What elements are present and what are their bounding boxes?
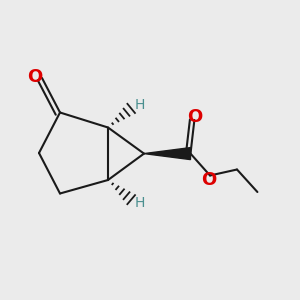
Polygon shape: [144, 148, 190, 160]
Text: O: O: [27, 68, 42, 85]
Text: H: H: [135, 196, 145, 210]
Text: O: O: [201, 171, 216, 189]
Text: H: H: [135, 98, 145, 112]
Text: O: O: [187, 108, 202, 126]
